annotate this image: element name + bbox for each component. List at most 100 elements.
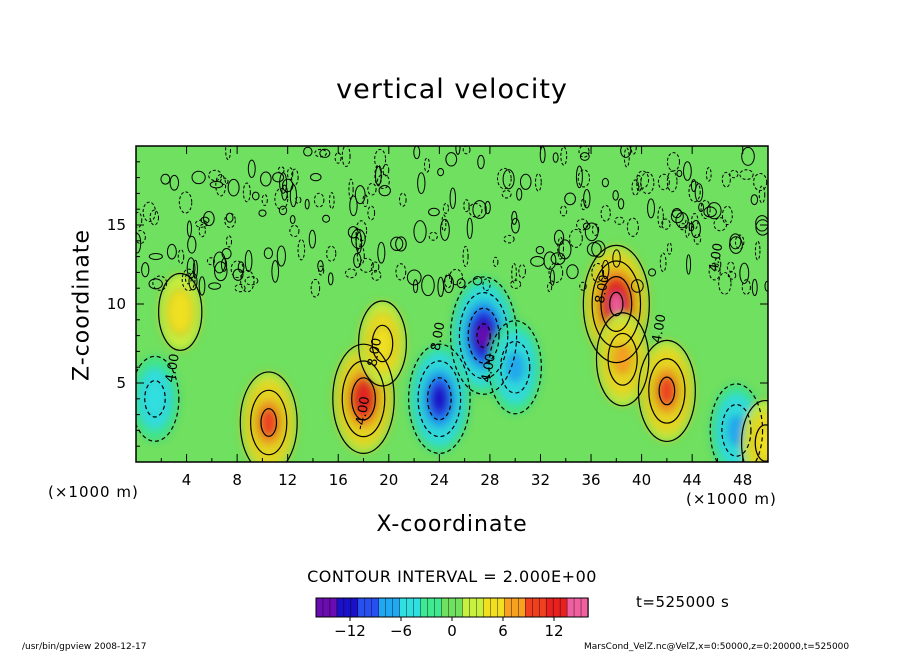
footer-right: MarsCond_VelZ.nc@VelZ,x=0:50000,z=0:2000… bbox=[584, 642, 850, 652]
noise-contour bbox=[177, 249, 185, 265]
colorbar-swatch bbox=[566, 597, 575, 618]
noise-contour bbox=[166, 243, 177, 260]
noise-contour bbox=[289, 215, 296, 225]
chart-title: vertical velocity bbox=[336, 74, 568, 105]
noise-contour bbox=[575, 165, 583, 189]
contour-label: 8.00 bbox=[365, 337, 385, 368]
noise-contour bbox=[519, 173, 532, 190]
colorbar-swatch bbox=[378, 597, 387, 618]
noise-contour bbox=[215, 174, 227, 197]
noise-contour bbox=[666, 152, 680, 172]
noise-contour bbox=[657, 206, 664, 228]
noise-contour bbox=[303, 146, 313, 157]
noise-contour bbox=[741, 279, 751, 295]
contour-line-3-5 bbox=[351, 377, 376, 421]
noise-contour bbox=[553, 229, 565, 246]
noise-contour bbox=[502, 169, 515, 190]
noise-contour bbox=[496, 167, 512, 190]
noise-contour bbox=[213, 251, 226, 274]
noise-contour bbox=[753, 173, 768, 192]
x-unit-label-right: (×1000 m) bbox=[686, 490, 777, 508]
colorbar-tick-label: −12 bbox=[334, 622, 366, 640]
noise-contour bbox=[721, 205, 733, 226]
noise-contour bbox=[354, 185, 366, 205]
noise-contour bbox=[382, 163, 390, 177]
noise-contour bbox=[349, 195, 358, 217]
noise-contour bbox=[600, 204, 611, 222]
contour-label: 4.00 bbox=[479, 353, 499, 384]
colorbar-swatch bbox=[343, 597, 352, 618]
noise-contour bbox=[557, 236, 564, 260]
noise-contour bbox=[456, 278, 466, 289]
noise-contour bbox=[455, 146, 461, 155]
noise-contour bbox=[413, 146, 421, 160]
noise-contour bbox=[440, 218, 450, 241]
noise-contour bbox=[472, 200, 487, 219]
noise-contour bbox=[631, 179, 640, 196]
noise-contour bbox=[376, 173, 390, 189]
contour-line-4-1 bbox=[357, 300, 407, 387]
contour-line-3-1 bbox=[332, 343, 395, 455]
noise-contour bbox=[612, 190, 619, 201]
contour-line-11-3 bbox=[721, 403, 752, 457]
noise-contour bbox=[279, 172, 288, 194]
colorbar-swatch bbox=[525, 597, 533, 618]
noise-contour bbox=[591, 263, 605, 283]
noise-contour bbox=[726, 261, 735, 272]
noise-contour bbox=[160, 173, 171, 185]
noise-contour bbox=[620, 146, 632, 158]
colorbar-swatch bbox=[469, 597, 478, 618]
noise-contour bbox=[688, 180, 701, 203]
noise-contour bbox=[566, 264, 579, 280]
contour-line-7-3 bbox=[500, 340, 531, 394]
noise-contour bbox=[395, 263, 407, 281]
noise-contour bbox=[666, 242, 673, 255]
noise-contour bbox=[225, 212, 234, 223]
noise-contour bbox=[272, 172, 285, 183]
noise-contour bbox=[463, 199, 470, 213]
noise-contour bbox=[739, 262, 750, 284]
contour-label: 8.00 bbox=[429, 321, 449, 352]
noise-contour bbox=[169, 174, 180, 191]
contour-line-2-1 bbox=[239, 371, 298, 462]
noise-contour bbox=[678, 223, 688, 231]
noise-contour bbox=[750, 194, 759, 206]
noise-contour bbox=[186, 257, 196, 279]
noise-contour bbox=[230, 260, 244, 279]
colorbar-swatch bbox=[399, 597, 408, 618]
noise-contour bbox=[511, 217, 520, 234]
noise-contour bbox=[423, 157, 431, 173]
noise-contour bbox=[289, 224, 300, 238]
colorbar-swatch bbox=[511, 597, 519, 618]
noise-contour bbox=[271, 259, 280, 283]
noise-contour bbox=[261, 194, 268, 206]
noise-contour bbox=[358, 257, 374, 273]
noise-contour bbox=[755, 215, 768, 232]
colorbar-swatch bbox=[385, 597, 394, 618]
noise-contour bbox=[328, 192, 335, 210]
noise-contour bbox=[591, 223, 600, 236]
colorbar-tick-label: 0 bbox=[447, 622, 457, 640]
contour-line-12-3 bbox=[754, 424, 768, 462]
time-label: t=525000 s bbox=[636, 593, 730, 611]
noise-contour bbox=[334, 152, 342, 164]
noise-contour bbox=[705, 167, 712, 182]
colorbar-swatch bbox=[357, 597, 366, 618]
colorbar-swatch bbox=[315, 597, 324, 618]
noise-contour bbox=[591, 240, 606, 258]
noise-contour bbox=[548, 262, 564, 284]
noise-contour bbox=[484, 200, 491, 215]
colorbar-swatch bbox=[552, 597, 561, 618]
noise-contour bbox=[579, 152, 590, 161]
x-tick-label: 4 bbox=[182, 471, 192, 489]
contour-9-4 bbox=[613, 343, 632, 376]
contour-line-0-3 bbox=[144, 379, 166, 418]
noise-contour bbox=[344, 268, 357, 279]
noise-contour bbox=[220, 177, 229, 185]
noise-contour bbox=[186, 220, 192, 237]
noise-contour bbox=[377, 241, 386, 264]
x-tick-label: 40 bbox=[632, 471, 651, 489]
noise-contour bbox=[477, 154, 485, 170]
noise-contour bbox=[309, 172, 322, 182]
